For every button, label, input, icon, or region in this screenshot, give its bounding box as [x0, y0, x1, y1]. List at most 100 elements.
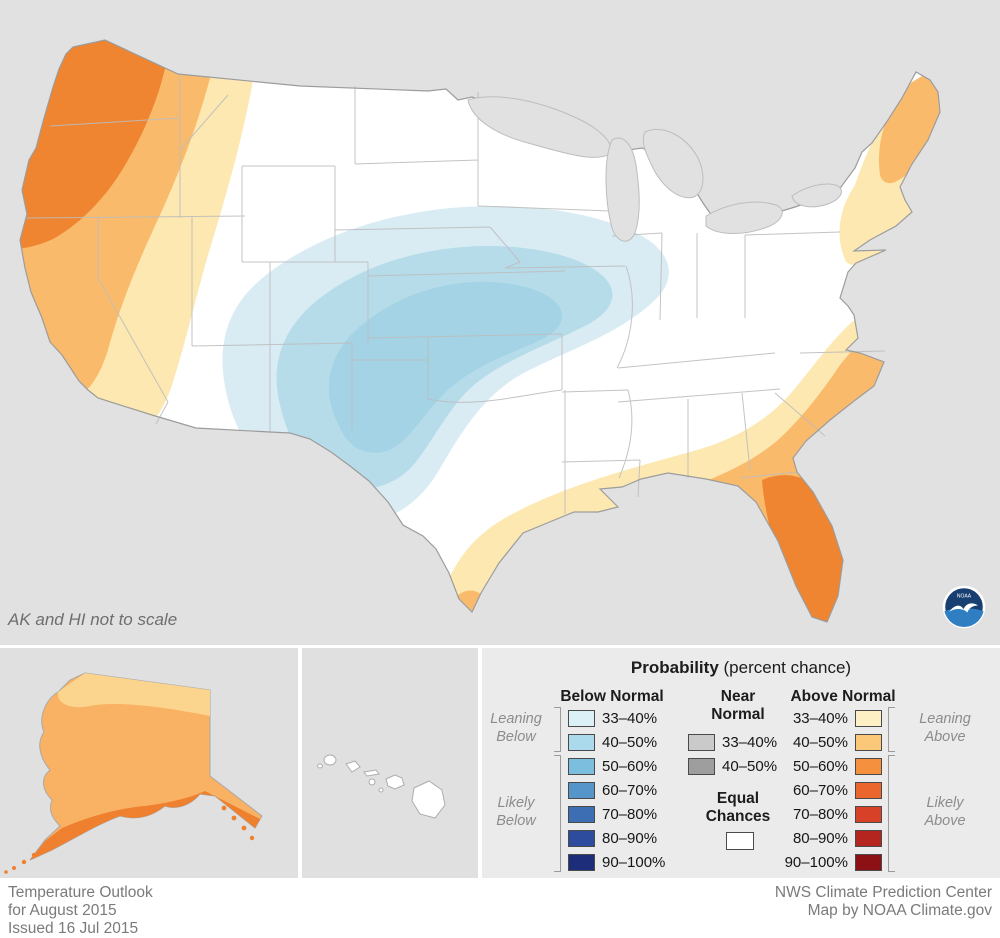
legend-title: Probability (percent chance) — [482, 658, 1000, 678]
legend-row-near-40-50: 40–50% — [688, 757, 777, 776]
near-normal-header: Near Normal — [678, 688, 798, 724]
legend-range-label: 40–50% — [792, 734, 848, 751]
aleutian-islands — [4, 805, 255, 874]
legend-row-above-90-100: 90–100% — [774, 853, 882, 872]
legend-swatch-above-70-80 — [855, 806, 882, 823]
footer-issued-line: Issued 16 Jul 2015 — [8, 920, 139, 937]
equal-chances-label: Equal Chances — [678, 790, 798, 826]
above-normal-50-60-florida-region — [762, 475, 844, 622]
alaska-inset — [0, 648, 298, 878]
legend-row-above-50-60: 50–60% — [774, 757, 882, 776]
legend-range-label: 33–40% — [792, 710, 848, 727]
legend-range-label: 70–80% — [602, 806, 658, 823]
legend-range-label: 90–100% — [784, 854, 848, 871]
legend-row-above-70-80: 70–80% — [774, 805, 882, 824]
above-normal-header: Above Normal — [790, 688, 896, 705]
legend-swatch-above-40-50 — [855, 734, 882, 751]
legend-row-below-40-50: 40–50% — [568, 733, 657, 752]
legend-swatch-below-33-40 — [568, 710, 595, 727]
legend-swatch-near-40-50 — [688, 758, 715, 775]
leaning-below-line2: Below — [496, 729, 536, 745]
likely-above-line2: Above — [924, 813, 966, 829]
footer-credit-line: Map by NOAA Climate.gov — [807, 902, 992, 919]
island-oahu — [345, 760, 361, 773]
legend-swatch-above-80-90 — [855, 830, 882, 847]
legend-swatch-below-80-90 — [568, 830, 595, 847]
leaning-below-line1: Leaning — [490, 711, 542, 727]
us-temperature-outlook-map: AK and HI not to scale NOAA — [0, 0, 1000, 645]
alaska-map-svg — [4, 672, 263, 874]
legend-row-above-60-70: 60–70% — [774, 781, 882, 800]
legend-range-label: 80–90% — [792, 830, 848, 847]
legend-title-bold: Probability — [630, 658, 719, 677]
leaning-above-label: Leaning Above — [902, 710, 988, 746]
likely-above-label: Likely Above — [902, 794, 988, 830]
footer-source-line: NWS Climate Prediction Center — [774, 884, 992, 901]
likely-below-bracket — [554, 755, 561, 872]
great-lakes — [467, 96, 842, 242]
legend-range-label: 40–50% — [722, 758, 778, 775]
island-kahoolawe — [378, 787, 384, 793]
legend-row-above-33-40: 33–40% — [774, 709, 882, 728]
state-borders — [24, 76, 886, 514]
island-hawaii — [411, 780, 446, 819]
noaa-logo-bird — [949, 603, 978, 613]
legend-range-label: 33–40% — [722, 734, 778, 751]
likely-below-label: Likely Below — [484, 794, 548, 830]
legend-swatch-above-50-60 — [855, 758, 882, 775]
equal-chances-line1: Equal — [716, 790, 760, 807]
legend-swatch-below-50-60 — [568, 758, 595, 775]
legend-row-below-80-90: 80–90% — [568, 829, 657, 848]
likely-above-bracket — [888, 755, 895, 872]
legend-range-label: 33–40% — [602, 710, 658, 727]
legend-range-label: 90–100% — [602, 854, 666, 871]
equal-chances-swatch — [726, 832, 754, 850]
legend-range-label: 60–70% — [602, 782, 658, 799]
legend-swatch-below-70-80 — [568, 806, 595, 823]
lake-michigan — [605, 137, 640, 242]
legend-range-label: 80–90% — [602, 830, 658, 847]
island-niihau — [317, 763, 323, 769]
legend-row-below-33-40: 33–40% — [568, 709, 657, 728]
likely-below-line2: Below — [496, 813, 536, 829]
likely-above-line1: Likely — [926, 795, 964, 811]
legend-swatch-near-33-40 — [688, 734, 715, 751]
island-lanai — [368, 778, 376, 786]
legend-range-label: 40–50% — [602, 734, 658, 751]
leaning-below-bracket — [554, 707, 561, 752]
island-maui — [385, 774, 405, 790]
footer-title-line: Temperature Outlook — [8, 884, 153, 901]
legend-range-label: 70–80% — [792, 806, 848, 823]
footer: Temperature Outlook for August 2015 Issu… — [0, 881, 1000, 938]
footer-period-line: for August 2015 — [8, 902, 117, 919]
legend-swatch-below-90-100 — [568, 854, 595, 871]
legend-range-label: 50–60% — [792, 758, 848, 775]
hawaii-inset — [302, 648, 478, 878]
legend-row-below-60-70: 60–70% — [568, 781, 657, 800]
below-normal-header: Below Normal — [560, 688, 664, 705]
island-kauai — [323, 754, 337, 766]
legend-swatch-above-60-70 — [855, 782, 882, 799]
legend: Probability (percent chance) Below Norma… — [482, 648, 1000, 878]
legend-title-suffix: (percent chance) — [718, 658, 852, 677]
below-normal-50-60-region — [328, 281, 563, 453]
noaa-logo-text: NOAA — [957, 594, 972, 600]
leaning-above-line2: Above — [924, 729, 966, 745]
legend-row-near-33-40: 33–40% — [688, 733, 777, 752]
legend-row-below-90-100: 90–100% — [568, 853, 665, 872]
footer-right: NWS Climate Prediction Center Map by NOA… — [775, 884, 992, 920]
noaa-logo-sea — [944, 608, 984, 627]
legend-swatch-below-40-50 — [568, 734, 595, 751]
lake-ontario — [791, 183, 842, 208]
near-normal-header-line1: Near — [720, 688, 756, 705]
legend-range-label: 50–60% — [602, 758, 658, 775]
hawaii-map-svg — [317, 754, 446, 819]
legend-swatch-below-60-70 — [568, 782, 595, 799]
legend-swatch-above-33-40 — [855, 710, 882, 727]
legend-row-above-80-90: 80–90% — [774, 829, 882, 848]
island-molokai — [363, 769, 380, 777]
conus-map-svg — [0, 0, 1000, 645]
legend-row-above-40-50: 40–50% — [774, 733, 882, 752]
leaning-below-label: Leaning Below — [484, 710, 548, 746]
